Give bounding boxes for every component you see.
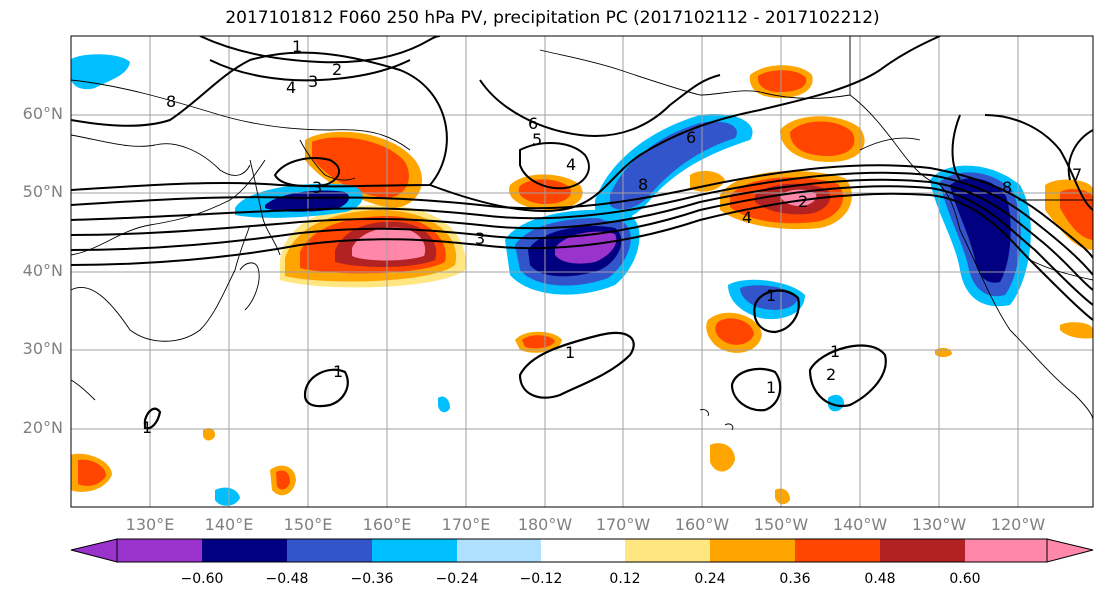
contour-label: 6 bbox=[528, 114, 539, 133]
lat-label: 60°N bbox=[22, 104, 63, 123]
map-frame bbox=[70, 35, 1094, 508]
colorbar bbox=[70, 538, 1094, 563]
contour-label: 1 bbox=[142, 418, 153, 437]
contour-label: 1 bbox=[766, 378, 777, 397]
colorbar-tick-label: −0.36 bbox=[350, 571, 394, 587]
lon-label: 160°E bbox=[362, 515, 412, 534]
lon-label: 120°W bbox=[990, 515, 1046, 534]
colorbar-segment bbox=[287, 539, 372, 562]
pv-contours-one bbox=[143, 289, 887, 430]
lat-label: 20°N bbox=[22, 418, 63, 437]
contour-label: 8 bbox=[1002, 178, 1013, 197]
colorbar-segment bbox=[457, 539, 541, 562]
pv-contours bbox=[71, 36, 1093, 321]
contour-label: 4 bbox=[742, 208, 753, 227]
colorbar-segment bbox=[1046, 538, 1094, 563]
contour-label: 7 bbox=[1072, 165, 1083, 184]
contour-label: 2 bbox=[826, 365, 837, 384]
lon-label: 160°W bbox=[674, 515, 730, 534]
lon-label: 170°W bbox=[595, 515, 651, 534]
lon-label: 150°E bbox=[283, 515, 333, 534]
lon-label: 180°W bbox=[517, 515, 573, 534]
contour-label: 4 bbox=[566, 155, 577, 174]
contour-label: 3 bbox=[312, 178, 323, 197]
colorbar-tick-label: 0.24 bbox=[694, 571, 726, 587]
map-grid bbox=[71, 36, 1093, 507]
colorbar-segment bbox=[795, 539, 880, 562]
colorbar-tick-label: 0.12 bbox=[609, 571, 641, 587]
colorbar-segment bbox=[117, 539, 202, 562]
colorbar-segment bbox=[625, 539, 710, 562]
colorbar-tick-label: 0.36 bbox=[779, 571, 811, 587]
contour-label: 1 bbox=[565, 343, 576, 362]
contour-label: 1 bbox=[830, 342, 841, 361]
contour-label: 5 bbox=[532, 130, 543, 149]
lon-label: 140°E bbox=[204, 515, 254, 534]
contour-label: 2 bbox=[332, 60, 343, 79]
colorbar-segment bbox=[70, 538, 118, 563]
colorbar-segment bbox=[965, 539, 1047, 562]
colorbar-segment bbox=[541, 539, 625, 562]
lon-label: 130°W bbox=[911, 515, 967, 534]
colorbar-tick-label: 0.60 bbox=[949, 571, 981, 587]
map-title: 2017101812 F060 250 hPa PV, precipitatio… bbox=[225, 8, 880, 28]
contour-label: 1 bbox=[292, 37, 303, 56]
colorbar-segment bbox=[710, 539, 795, 562]
contour-label: 2 bbox=[798, 192, 809, 211]
contour-label: 6 bbox=[686, 128, 697, 147]
lon-label: 150°W bbox=[753, 515, 809, 534]
lon-label: 170°E bbox=[441, 515, 491, 534]
colorbar-tick-label: −0.24 bbox=[435, 571, 479, 587]
contour-label: 1 bbox=[333, 362, 344, 381]
lat-label: 30°N bbox=[22, 339, 63, 358]
lon-label: 140°W bbox=[832, 515, 888, 534]
colorbar-tick-label: −0.60 bbox=[180, 571, 224, 587]
colorbar-tick-label: 0.48 bbox=[864, 571, 896, 587]
colorbar-tick-label: −0.12 bbox=[519, 571, 563, 587]
colorbar-segment bbox=[372, 539, 457, 562]
colorbar-segment bbox=[202, 539, 287, 562]
precipitation-shading bbox=[71, 54, 1093, 506]
lon-label: 130°E bbox=[125, 515, 175, 534]
colorbar-segment bbox=[880, 539, 965, 562]
contour-label: 3 bbox=[475, 229, 486, 248]
contour-label: 8 bbox=[638, 175, 649, 194]
contour-label: 4 bbox=[286, 78, 297, 97]
contour-label: 8 bbox=[166, 92, 177, 111]
lat-label: 40°N bbox=[22, 261, 63, 280]
contour-label: 3 bbox=[308, 72, 319, 91]
lat-label: 50°N bbox=[22, 182, 63, 201]
contour-label: 1 bbox=[766, 286, 777, 305]
colorbar-tick-label: −0.48 bbox=[265, 571, 309, 587]
